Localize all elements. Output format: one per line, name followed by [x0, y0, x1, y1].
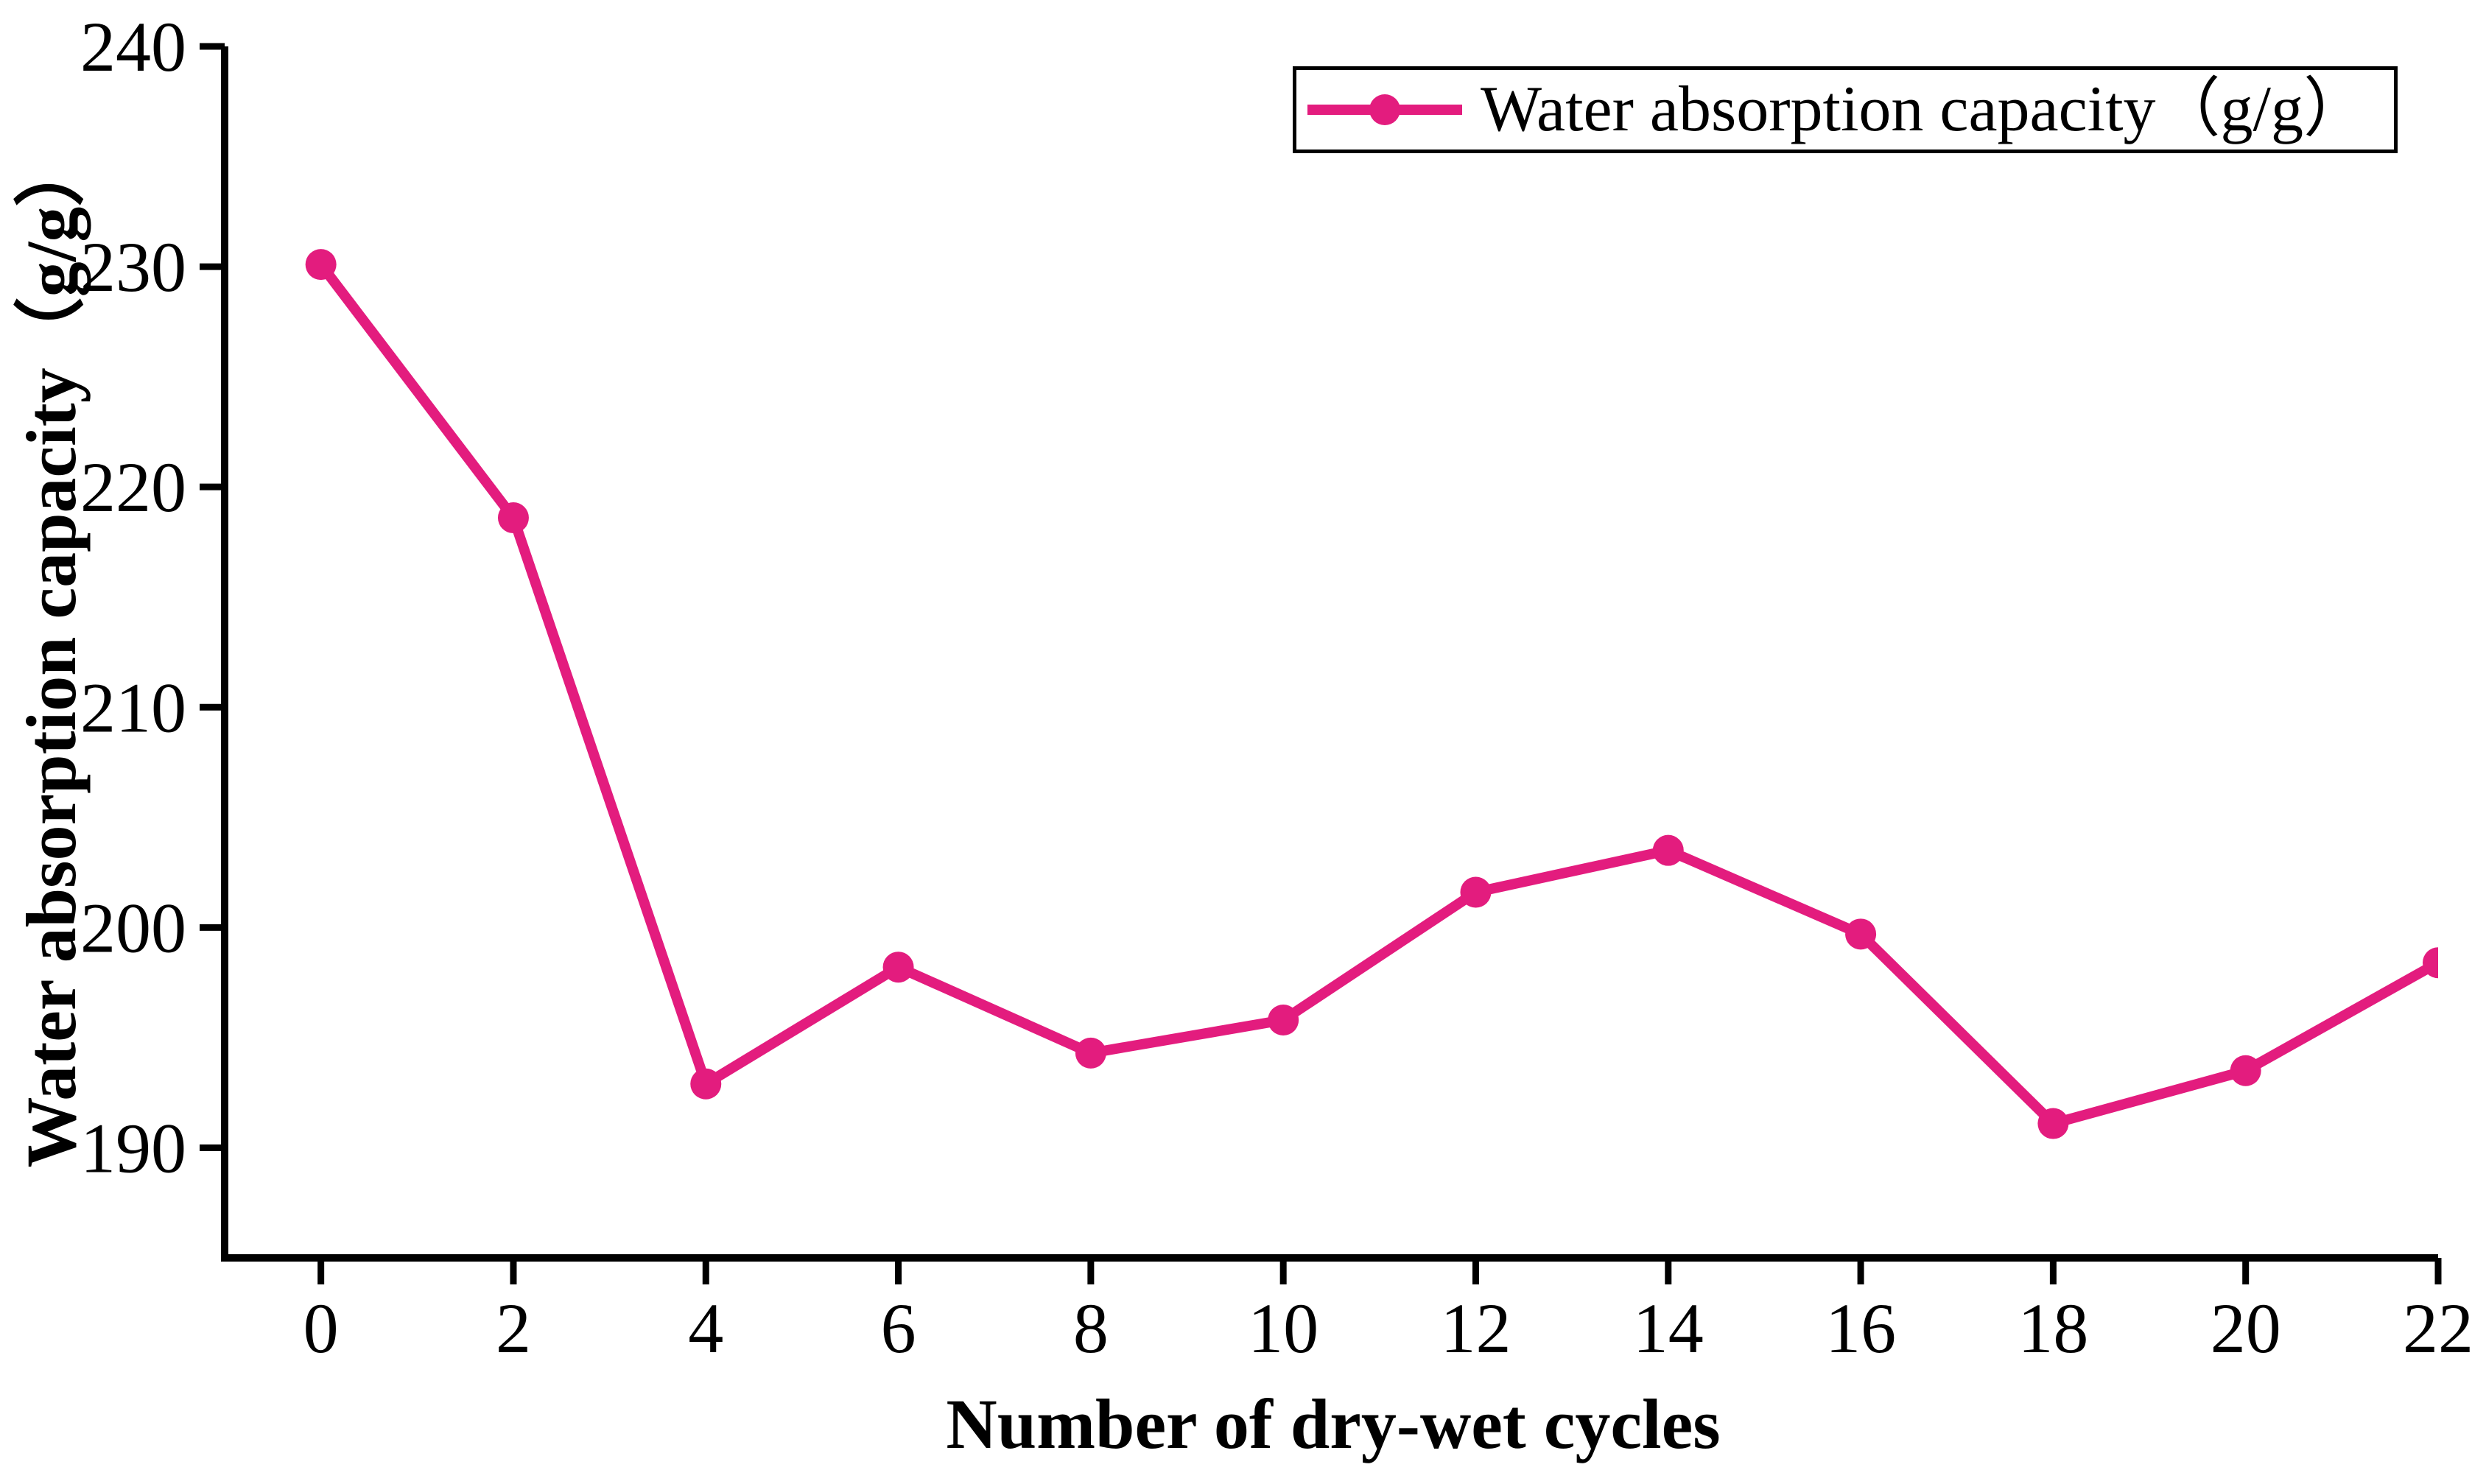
x-tick-label: 18 [2018, 1289, 2088, 1368]
data-point-marker [1268, 1004, 1299, 1035]
data-point-marker [2037, 1108, 2069, 1139]
legend-box: Water absorption capacity（g/g） [1293, 66, 2398, 153]
x-tick-label: 10 [1248, 1289, 1319, 1368]
x-tick-label: 20 [2211, 1289, 2281, 1368]
data-point-marker [497, 502, 529, 534]
x-tick-label: 2 [496, 1289, 531, 1368]
y-tick-label: 200 [80, 888, 186, 967]
x-tick-label: 22 [2403, 1289, 2473, 1368]
x-tick-label: 0 [303, 1289, 339, 1368]
x-tick-label: 8 [1073, 1289, 1109, 1368]
data-point-marker [1845, 918, 1877, 950]
data-point-marker [1075, 1037, 1106, 1069]
x-axis-title: Number of dry-wet cycles [946, 1385, 1721, 1463]
x-tick-label: 14 [1633, 1289, 1704, 1368]
legend-marker-sample [1369, 94, 1400, 125]
data-point-marker [2423, 947, 2438, 979]
y-axis-title: Water absorption capacity（g/g） [12, 136, 91, 1168]
legend-series-swatch [1307, 94, 1462, 125]
series-line [317, 261, 2438, 1130]
y-tick-label: 220 [80, 448, 186, 527]
y-tick-label: 230 [80, 228, 186, 306]
y-tick-label: 190 [80, 1108, 186, 1187]
x-tick-label: 4 [688, 1289, 723, 1368]
data-point-marker [1460, 876, 1492, 908]
data-point-marker [882, 952, 914, 983]
data-point-marker [305, 249, 337, 281]
data-point-marker [1652, 834, 1684, 866]
y-tick-label: 210 [80, 668, 186, 747]
x-tick-label: 6 [881, 1289, 916, 1368]
data-point-marker [690, 1068, 722, 1100]
data-point-marker [2230, 1055, 2261, 1086]
x-tick-label: 12 [1440, 1289, 1511, 1368]
y-tick-label: 240 [80, 7, 186, 86]
x-tick-label: 16 [1825, 1289, 1896, 1368]
legend-label: Water absorption capacity（g/g） [1481, 74, 2368, 145]
